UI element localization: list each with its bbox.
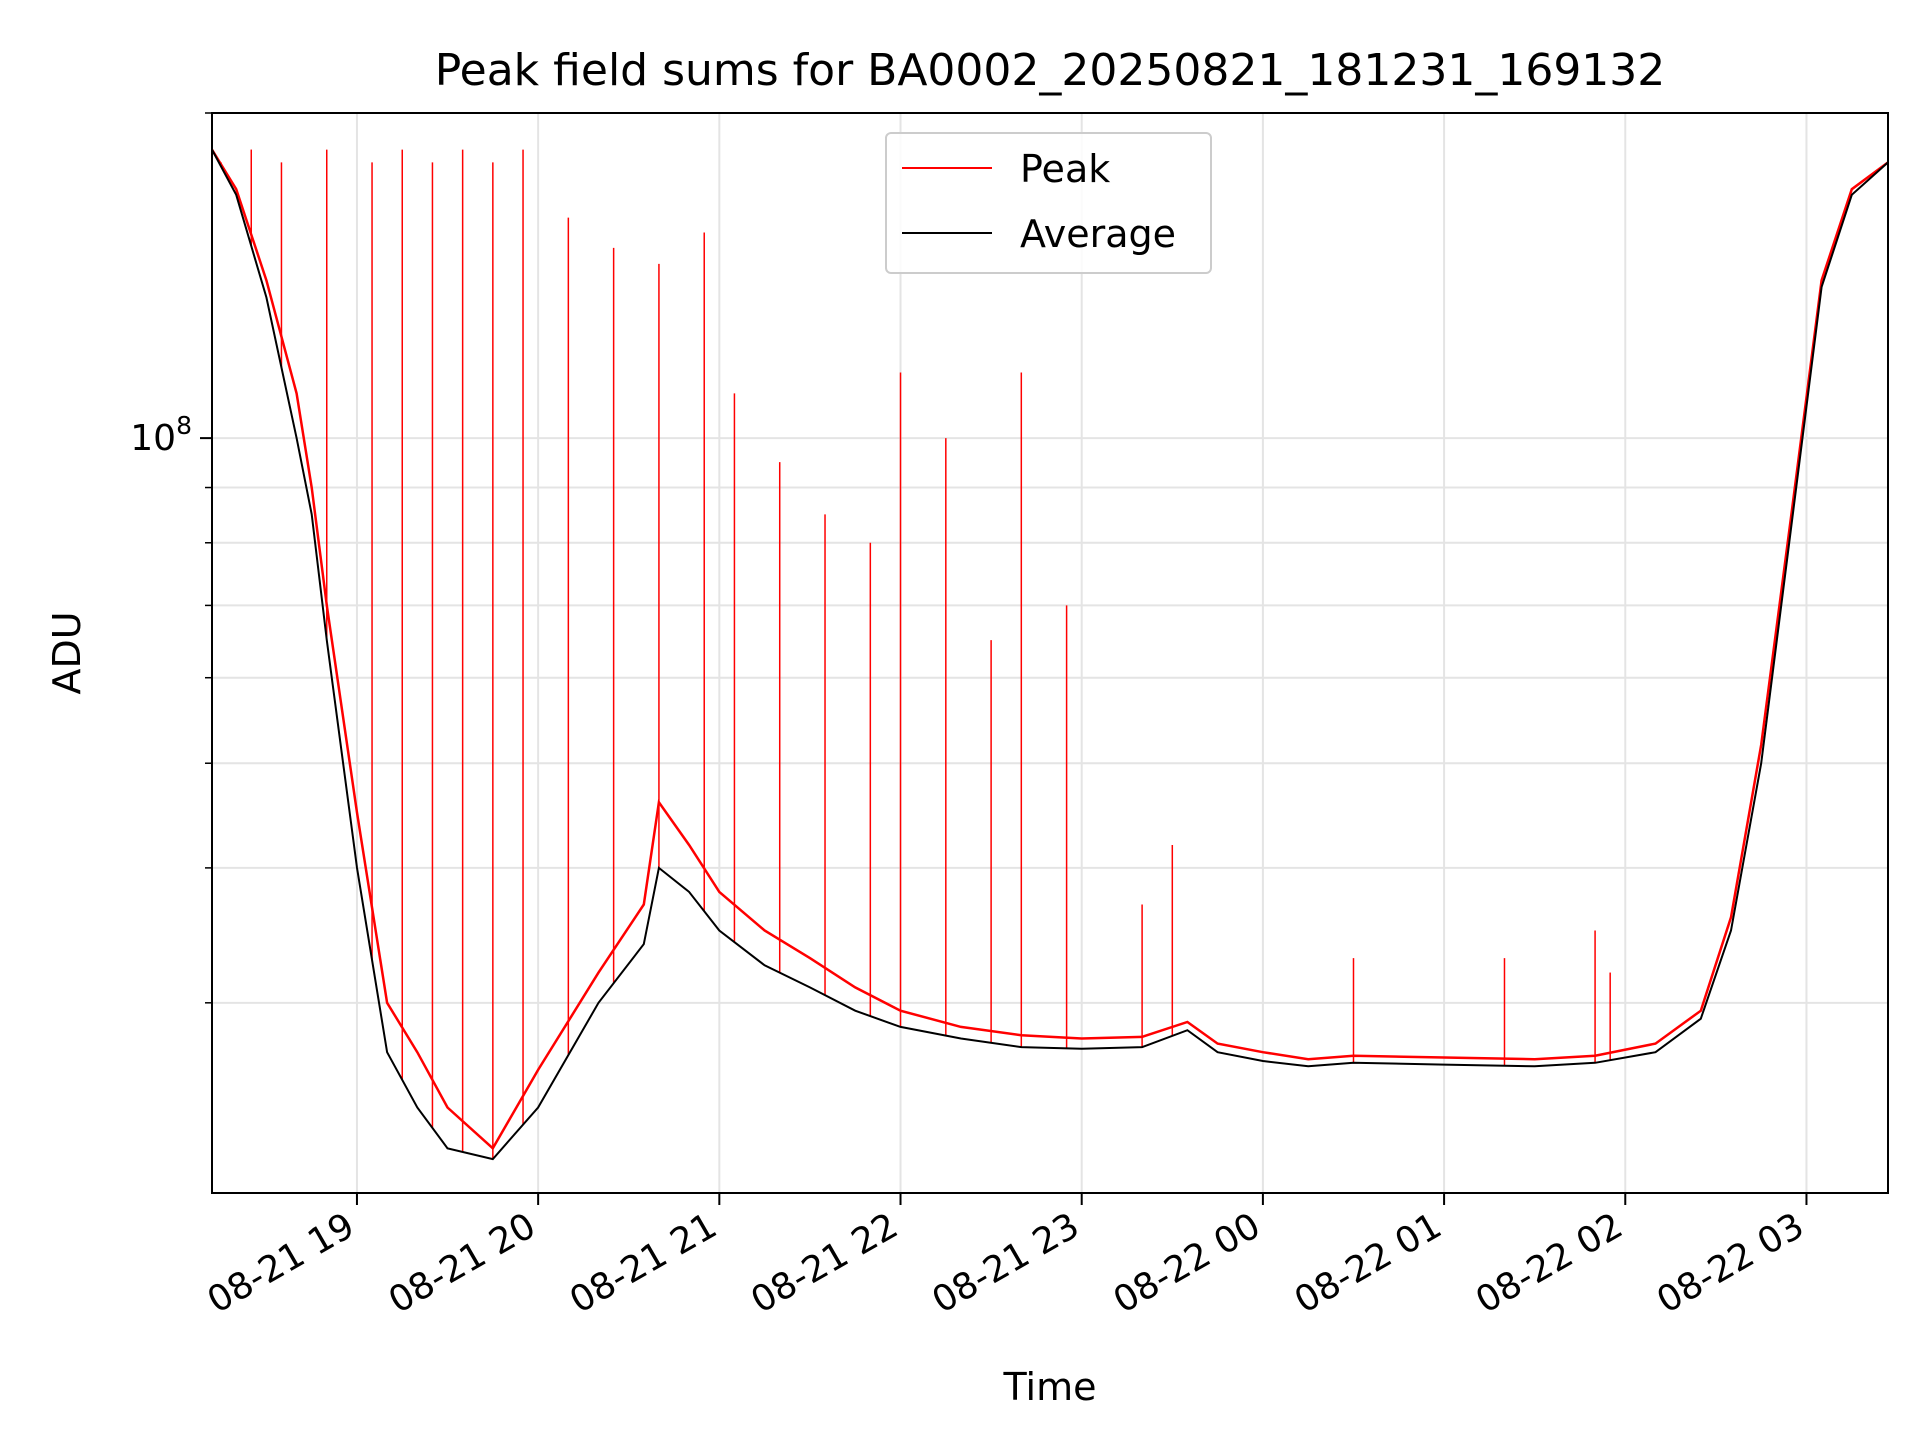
plot-frame [211,112,1889,1194]
legend-peak-label: Peak [1020,147,1110,191]
chart-title: Peak field sums for BA0002_20250821_1812… [435,45,1666,96]
y-tick-label: 108 [130,411,192,459]
y-axis: 108 [130,112,212,1004]
average-series [211,149,1889,1161]
legend: Peak Average [885,132,1212,274]
grid [212,112,1888,1193]
legend-average-label: Average [1020,212,1176,256]
average-line [211,149,1889,1161]
x-axis-label: Time [1003,1365,1097,1409]
peak-series [210,148,1889,1160]
y-axis-label: ADU [45,611,89,694]
